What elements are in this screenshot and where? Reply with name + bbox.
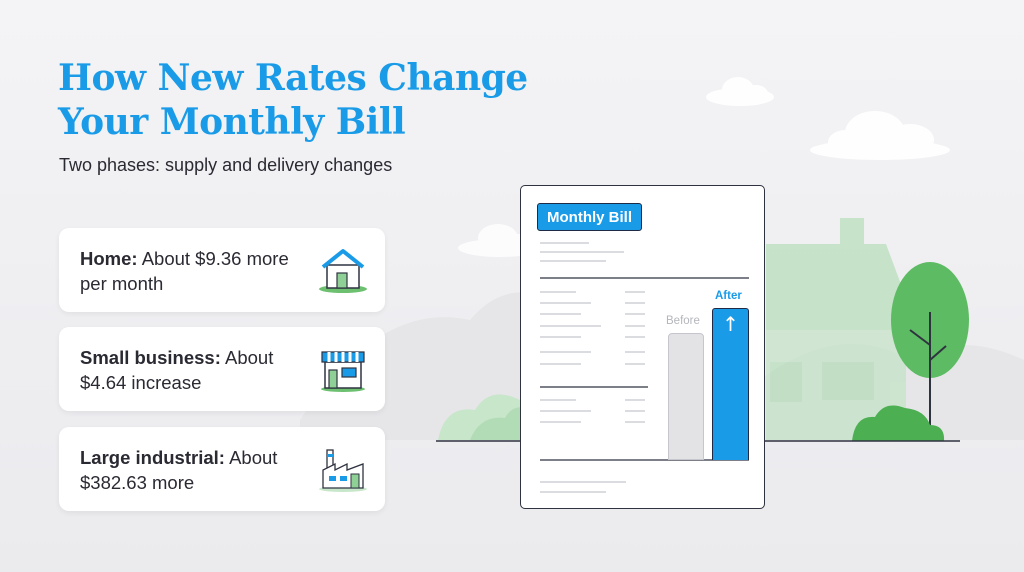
bill-lines — [540, 242, 749, 493]
after-label: After — [715, 290, 742, 302]
card-label: Small business: — [80, 347, 221, 368]
page-title: How New Rates Change Your Monthly Bill — [58, 57, 528, 143]
large-industrial-card: Large industrial: About $382.63 more — [59, 427, 385, 511]
bush-icon — [852, 405, 945, 441]
arrow-up-icon: ↑ — [722, 312, 739, 336]
before-bar — [668, 333, 704, 460]
house-icon — [319, 249, 367, 293]
small-business-card: Small business: About $4.64 increase — [59, 327, 385, 411]
bill-badge: Monthly Bill — [537, 203, 642, 231]
card-text: Large industrial: About $382.63 more — [80, 445, 300, 495]
card-value: About $4.64 increase — [80, 347, 274, 393]
before-label: Before — [666, 315, 700, 327]
home-card: Home: About $9.36 more per month — [59, 228, 385, 312]
tree-icon — [891, 262, 969, 440]
factory-icon — [319, 449, 367, 492]
cloud-icon — [706, 77, 774, 106]
after-bar — [712, 308, 749, 460]
page-subtitle: Two phases: supply and delivery changes — [59, 155, 393, 175]
monthly-bill-document: Monthly Bill — [520, 185, 765, 509]
card-label: Home: — [80, 248, 138, 269]
card-value: About $382.63 more — [80, 447, 278, 493]
storefront-icon — [321, 351, 365, 392]
card-text: Small business: About $4.64 increase — [80, 345, 300, 395]
card-label: Large industrial: — [80, 447, 225, 468]
card-text: Home: About $9.36 more per month — [80, 246, 300, 296]
cloud-icon — [810, 111, 950, 160]
card-value: About $9.36 more per month — [80, 248, 289, 294]
